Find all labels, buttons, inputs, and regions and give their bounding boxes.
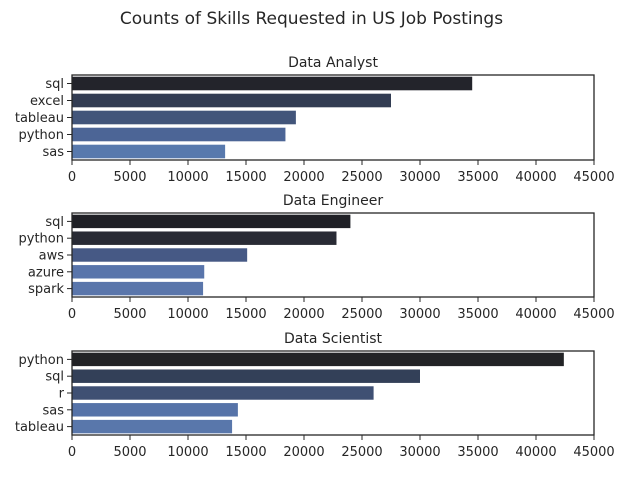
- x-tick-label: 10000: [167, 307, 208, 322]
- x-tick-label: 40000: [515, 170, 556, 185]
- x-tick-label: 30000: [399, 307, 440, 322]
- category-label: python: [19, 232, 64, 247]
- x-tick-label: 10000: [167, 170, 208, 185]
- x-tick-label: 20000: [283, 170, 324, 185]
- category-label: azure: [28, 265, 64, 280]
- category-label: aws: [39, 249, 65, 264]
- bar-excel: [72, 93, 391, 108]
- x-tick-label: 35000: [457, 307, 498, 322]
- x-tick-label: 20000: [283, 445, 324, 460]
- bar-azure: [72, 265, 205, 279]
- bar-sas: [72, 403, 238, 417]
- bar-aws: [72, 248, 248, 262]
- category-label: python: [19, 128, 64, 143]
- category-label: tableau: [15, 420, 64, 435]
- bar-python: [72, 352, 564, 367]
- x-tick-label: 45000: [573, 170, 614, 185]
- x-tick-label: 5000: [113, 307, 146, 322]
- bar-python: [72, 127, 286, 142]
- axes-frame: [71, 350, 595, 436]
- x-tick-label: 45000: [573, 307, 614, 322]
- category-label: sas: [42, 403, 64, 418]
- x-tick-label: 30000: [399, 445, 440, 460]
- bar-sql: [72, 76, 473, 91]
- axes-frame: [71, 74, 595, 161]
- subplot-title: Data Scientist: [284, 331, 383, 347]
- bar-sas: [72, 144, 226, 159]
- category-label: r: [59, 387, 65, 402]
- bar-sql: [72, 214, 351, 229]
- x-tick-label: 35000: [457, 170, 498, 185]
- x-tick-label: 0: [68, 445, 76, 460]
- x-tick-label: 25000: [341, 307, 382, 322]
- x-tick-label: 15000: [225, 445, 266, 460]
- figure-title: Counts of Skills Requested in US Job Pos…: [120, 9, 503, 29]
- x-tick-label: 10000: [167, 445, 208, 460]
- bar-tableau: [72, 419, 233, 434]
- bar-python: [72, 231, 337, 245]
- x-tick-label: 30000: [399, 170, 440, 185]
- x-tick-label: 40000: [515, 307, 556, 322]
- bar-r: [72, 386, 374, 400]
- x-tick-label: 5000: [113, 170, 146, 185]
- subplot-title: Data Engineer: [283, 193, 383, 209]
- category-label: excel: [30, 94, 64, 109]
- axes-frame: [71, 212, 595, 298]
- x-tick-label: 5000: [113, 445, 146, 460]
- x-tick-label: 15000: [225, 170, 266, 185]
- x-tick-label: 15000: [225, 307, 266, 322]
- category-label: python: [19, 353, 64, 368]
- subplot-0: Data Analyst sql excel tableau python sas 0 500…: [15, 55, 615, 185]
- subplot-title: Data Analyst: [288, 55, 378, 71]
- category-label: sql: [45, 215, 64, 230]
- bar-sql: [72, 369, 420, 383]
- x-tick-label: 25000: [341, 445, 382, 460]
- x-tick-label: 40000: [515, 445, 556, 460]
- category-label: sas: [42, 145, 64, 160]
- bar-spark: [72, 281, 204, 296]
- bar-tableau: [72, 110, 296, 125]
- x-tick-label: 35000: [457, 445, 498, 460]
- category-label: sql: [45, 370, 64, 385]
- category-label: tableau: [15, 111, 64, 126]
- category-label: sql: [45, 77, 64, 92]
- x-tick-label: 20000: [283, 307, 324, 322]
- x-tick-label: 0: [68, 170, 76, 185]
- x-tick-label: 25000: [341, 170, 382, 185]
- x-tick-label: 0: [68, 307, 76, 322]
- category-label: spark: [28, 282, 64, 297]
- x-tick-label: 45000: [573, 445, 614, 460]
